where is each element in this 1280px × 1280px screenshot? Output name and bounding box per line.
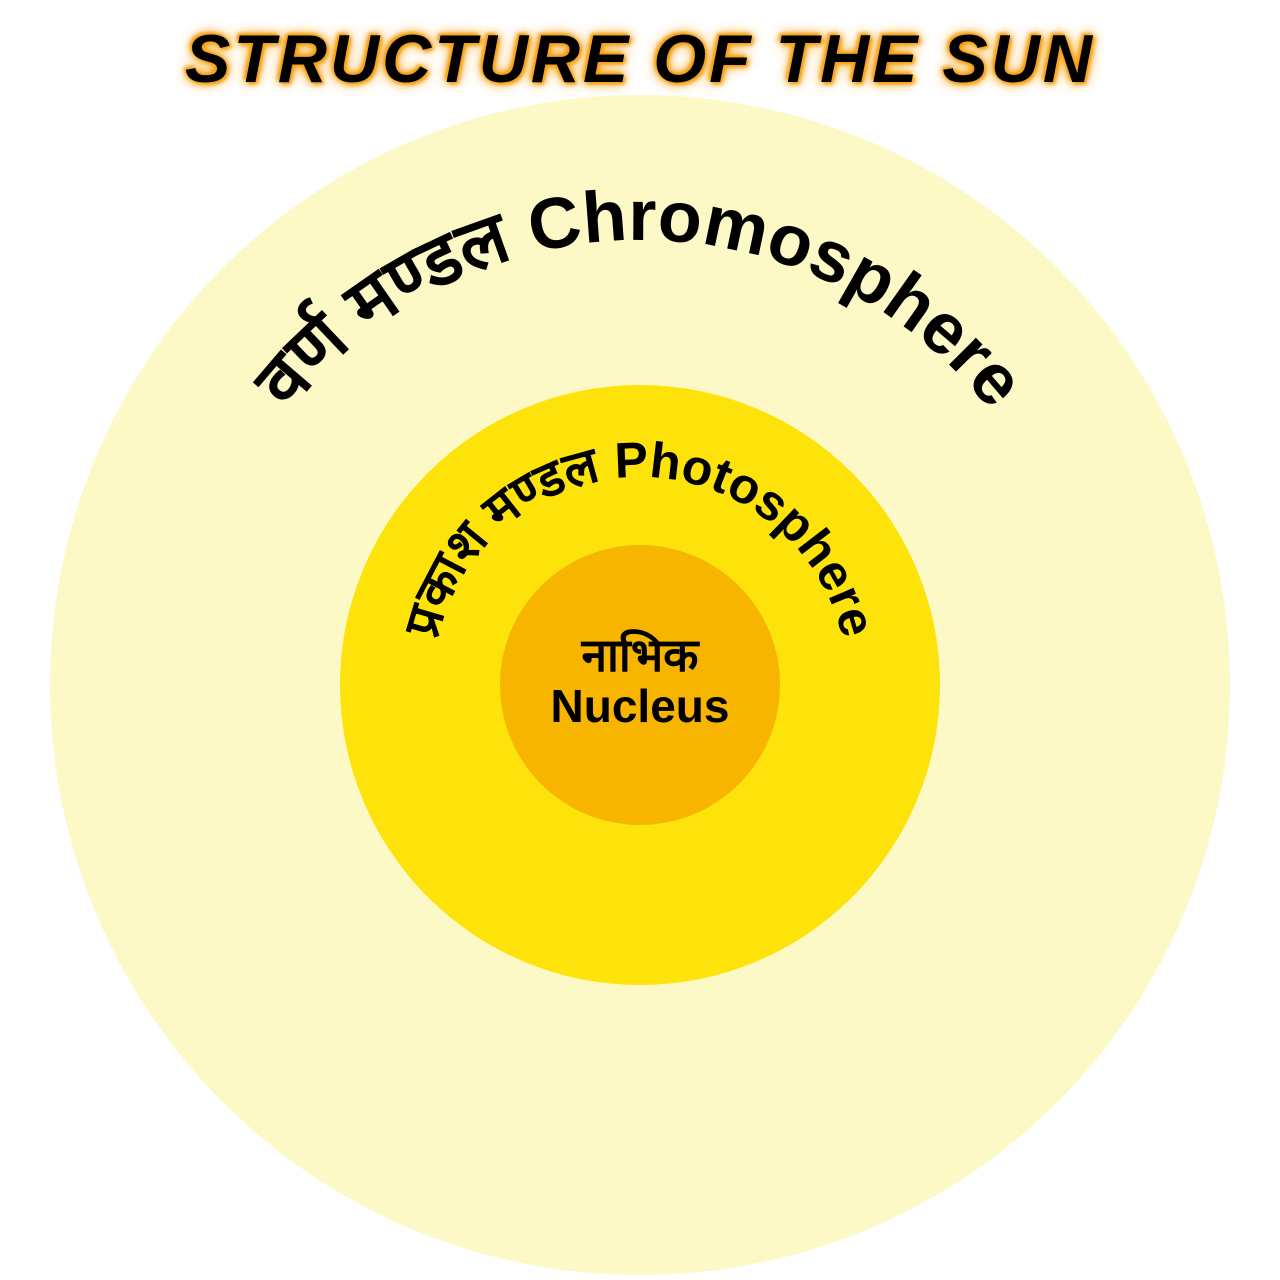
nucleus-label-hindi: नाभिक	[500, 630, 780, 681]
page-title: STRUCTURE OF THE SUN	[0, 20, 1280, 98]
nucleus-label-english: Nucleus	[500, 681, 780, 732]
nucleus-label: नाभिक Nucleus	[500, 630, 780, 731]
